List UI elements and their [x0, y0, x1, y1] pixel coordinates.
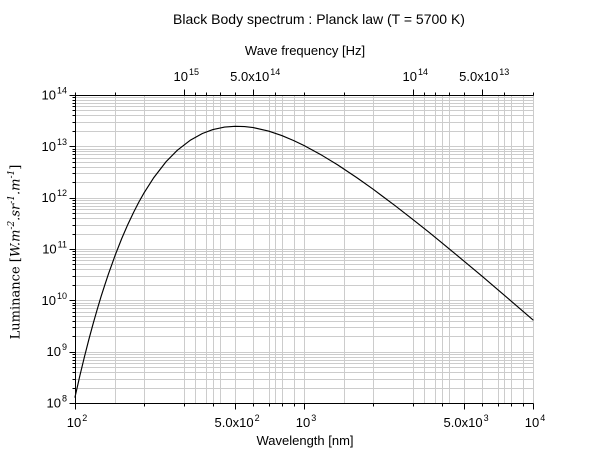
tick-label-exp: 3 — [484, 413, 489, 423]
tick-label-base: 10 — [42, 242, 56, 257]
x-tick-label: 5.0x102 — [215, 413, 260, 430]
tick-label-base: 10 — [42, 190, 56, 205]
tick-label-exp: 14 — [418, 67, 428, 77]
tick-label-base: 5.0x10 — [215, 415, 254, 430]
y-unit-1: W.m — [8, 229, 24, 258]
gridlines — [75, 95, 534, 404]
tick-label-exp: 4 — [540, 413, 545, 423]
y-tick-label: 108 — [47, 394, 67, 411]
x-tick-label: 104 — [525, 413, 545, 430]
tick-label-exp: 8 — [62, 394, 67, 404]
tick-label-base: 10 — [42, 293, 56, 308]
x-tick-label: 5.0x103 — [444, 413, 489, 430]
tick-label-base: 10 — [47, 396, 61, 411]
y-unit-2-exp: -1 — [7, 195, 17, 204]
x2-tick-label: 5.0x1014 — [230, 67, 280, 84]
planck-curve — [74, 125, 534, 398]
x2-tick-label: 5.0x1013 — [459, 67, 509, 84]
tick-label-base: 10 — [296, 415, 310, 430]
y-axis-title: Luminance [W.m-2.sr-1.m-1] — [7, 142, 25, 362]
x-axis-title: Wavelength [nm] — [256, 433, 354, 448]
tick-label-exp: 13 — [499, 67, 509, 77]
top-axis-title: Wave frequency [Hz] — [244, 43, 366, 58]
ticks — [69, 89, 534, 410]
tick-label-exp: 12 — [57, 188, 67, 198]
y-tick-label: 1014 — [42, 86, 67, 103]
y-tick-label: 1012 — [42, 188, 67, 205]
y-unit-1-exp: -2 — [7, 220, 17, 230]
tick-label-base: 5.0x10 — [230, 69, 269, 84]
tick-label-base: 10 — [525, 415, 539, 430]
tick-label-exp: 11 — [58, 240, 67, 250]
y-unit-2: .sr — [8, 203, 24, 221]
tick-label-exp: 9 — [62, 342, 67, 352]
x2-tick-label: 1014 — [403, 67, 428, 84]
y-unit-3: .m — [8, 178, 24, 195]
tick-label-base: 5.0x10 — [459, 69, 498, 84]
x-tick-label: 103 — [296, 413, 316, 430]
tick-label-base: 10 — [403, 69, 417, 84]
tick-label-base: 10 — [47, 344, 61, 359]
tick-label-base: 10 — [42, 88, 56, 103]
tick-label-exp: 14 — [57, 86, 67, 96]
y-axis-title-close: ] — [8, 164, 24, 170]
tick-label-exp: 13 — [57, 137, 67, 147]
tick-label-base: 10 — [174, 69, 188, 84]
x2-tick-label: 1015 — [174, 67, 199, 84]
y-tick-label: 109 — [47, 342, 67, 359]
chart-title: Black Body spectrum : Planck law (T = 57… — [173, 11, 465, 27]
tick-label-exp: 10 — [57, 291, 67, 301]
tick-label-exp: 14 — [270, 67, 280, 77]
y-tick-label: 1010 — [42, 291, 67, 308]
tick-label-exp: 3 — [311, 413, 316, 423]
y-tick-label: 1013 — [42, 137, 67, 154]
y-unit-3-exp: -1 — [7, 169, 17, 179]
tick-label-base: 10 — [42, 139, 56, 154]
tick-label-exp: 2 — [82, 413, 87, 423]
tick-label-base: 5.0x10 — [444, 415, 483, 430]
y-tick-label: 1011 — [42, 240, 67, 257]
tick-label-base: 10 — [67, 415, 81, 430]
y-axis-title-text: Luminance [ — [8, 257, 24, 340]
tick-label-exp: 2 — [255, 413, 260, 423]
x-tick-label: 102 — [67, 413, 87, 430]
tick-label-exp: 15 — [189, 67, 199, 77]
